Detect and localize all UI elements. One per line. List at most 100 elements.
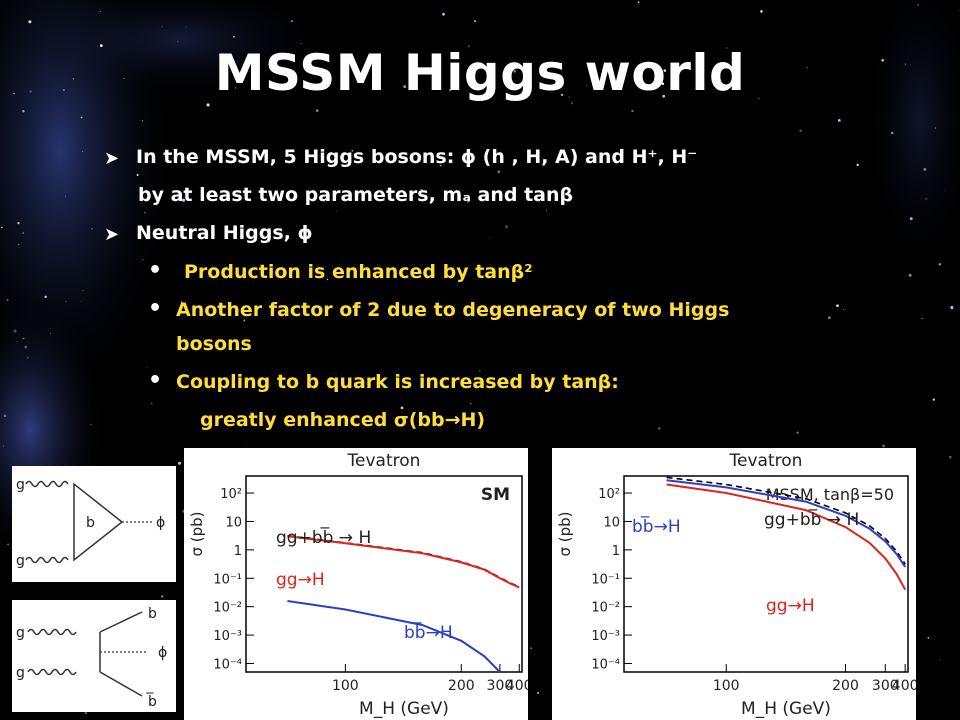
y-tick-label: 10 [603,515,620,530]
star [72,78,74,80]
star [315,109,319,112]
y-tick-label: 10² [220,487,242,502]
star [26,356,29,359]
bullet-parameters: by at least two parameters, mₐ and tanβ [138,184,574,206]
star [351,149,354,152]
star [932,398,935,401]
slide-title: MSSM Higgs world [214,44,746,102]
x-axis-label: M_H (GeV) [359,699,449,719]
star [537,692,540,694]
star [837,119,841,122]
star [82,151,84,153]
star [662,94,666,98]
gluon-label: g [16,553,25,569]
y-axis-label: σ (pb) [556,511,574,556]
sub-bullet-coupling: Coupling to b quark is increased by tanβ… [176,371,619,393]
y-tick-label: 10⁻³ [591,629,620,644]
star [290,20,293,23]
sm-cross-section-chart: Tevatron SM 10² 10 1 10⁻¹ 10⁻² 10⁻³ 10⁻⁴ 100 200 30… [184,448,528,720]
chart-annotation: MSSM, tanβ=50 [766,485,894,504]
series-line-2 [666,483,907,591]
star [439,164,442,167]
star [927,637,930,639]
star [908,273,912,277]
star [177,461,182,465]
y-tick-label: 1 [612,544,620,559]
star [140,236,142,238]
star [479,370,481,372]
star [843,309,845,311]
star [836,304,839,308]
star [17,222,20,225]
star [22,337,25,340]
star [336,210,338,212]
bullet-dot-icon: • [148,296,163,321]
feynman-diagram-bb-fusion: g g b b̅ ϕ [12,600,176,712]
y-tick-label: 10² [598,487,620,502]
y-tick-label: 10⁻¹ [213,572,242,587]
star [568,96,571,98]
y-tick-label: 1 [234,544,242,559]
star [141,119,144,122]
star [142,258,144,261]
star [631,109,634,113]
star [28,20,32,24]
star [22,232,24,234]
star [300,42,302,45]
star [943,190,945,191]
x-tick-label: 200 [448,678,475,694]
star [146,366,148,368]
star [161,595,164,598]
x-tick-label: 400 [506,678,528,694]
chart-annotation: SM [481,485,510,505]
y-tick-label: 10⁻¹ [591,572,620,587]
star [80,300,82,302]
star [442,12,445,16]
sub-bullet-degeneracy: Another factor of 2 due to degeneracy of… [176,299,730,321]
star [150,402,153,405]
star [1,226,3,229]
star [917,4,919,6]
series-line-2 [287,600,501,673]
x-axis-label: M_H (GeV) [741,699,831,719]
star [856,163,859,167]
star [958,9,959,11]
star [6,299,9,302]
star [7,543,9,546]
plot-frame [623,475,909,673]
star [921,317,923,319]
b-quark-label: b [148,606,157,622]
anti-b-quark-label: b̅ [145,692,157,710]
y-axis-label: σ (pb) [188,511,206,556]
bullet-higgs-bosons: In the MSSM, 5 Higgs bosons: ϕ (h , H, A… [136,146,698,168]
star [206,103,210,107]
gluon-label: g [16,477,25,493]
star [530,647,533,650]
series-label: gg→H [766,596,815,616]
arrow-bullet-icon: ➤ [104,148,120,169]
x-tick-label: 400 [892,678,916,694]
star [513,69,517,73]
star [560,93,564,97]
star [44,295,47,298]
star [904,63,907,66]
star [13,92,15,95]
star [471,66,473,68]
x-tick-label: 300 [487,678,514,694]
star [604,65,607,67]
star [939,658,941,660]
star [497,170,501,174]
star [799,129,803,133]
star [468,45,470,47]
bullet-dot-icon: • [148,368,163,393]
higgs-label: ϕ [156,515,165,531]
star [64,195,66,197]
x-tick-label: 200 [832,678,859,694]
star [470,403,472,405]
star [185,26,187,28]
star [543,88,546,91]
star [505,225,509,229]
star [733,58,737,62]
mssm-chart-svg: Tevatron MSSM, tanβ=50 10² 10 1 10⁻¹ 10⁻² 10⁻³ 1… [556,451,916,719]
series-line-0 [666,476,906,565]
